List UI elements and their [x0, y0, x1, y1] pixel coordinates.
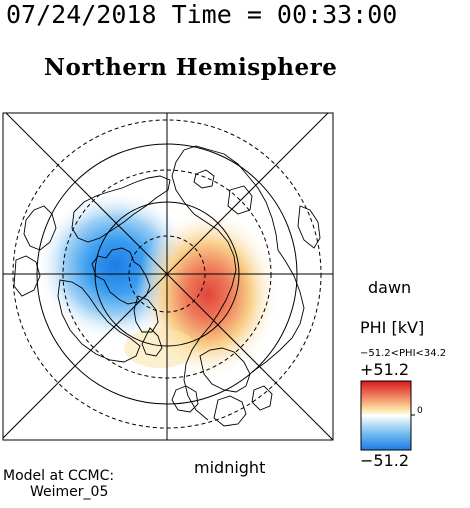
colorbar-range: −51.2<PHI<34.2 [360, 348, 447, 359]
colorbar-title: PHI [kV] [360, 318, 425, 337]
model-label: Model at CCMC: [3, 468, 115, 484]
page-title: Northern Hemisphere [44, 54, 338, 81]
colorbar [360, 380, 415, 451]
potential-field [36, 190, 280, 380]
model-name: Weimer_05 [30, 484, 109, 500]
dawn-label: dawn [368, 278, 412, 297]
colorbar-max-label: +51.2 [360, 360, 410, 379]
timestamp: 07/24/2018 Time = 00:33:00 [6, 0, 398, 29]
polar-map [2, 112, 334, 441]
colorbar-gradient [360, 380, 412, 451]
midnight-label: midnight [194, 458, 266, 477]
meridian-grid [3, 113, 333, 440]
colorbar-mid-label: 0 [417, 406, 423, 416]
colorbar-min-label: −51.2 [360, 451, 410, 470]
